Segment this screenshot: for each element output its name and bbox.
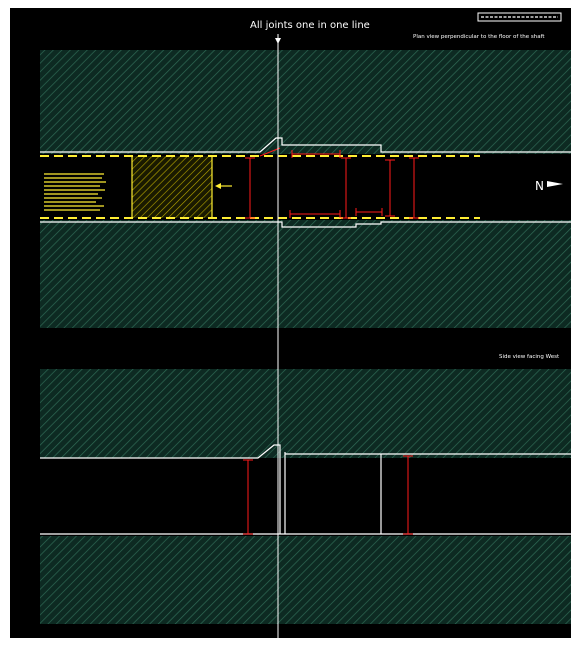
plan-lower-rock [40,220,571,328]
plan-notes [44,173,106,211]
north-arrow-icon: N [535,179,563,193]
title-badge [477,12,562,22]
yellow-arrow-icon [215,183,232,189]
plan-upper-rock [40,50,571,154]
side-view-caption: Side view facing West [499,354,560,360]
cad-drawing: All joints one in one line Plan view per… [40,12,571,638]
alignment-arrow-icon [275,38,281,44]
plan-view-caption: Plan view perpendicular to the floor of … [413,34,545,40]
side-upper-outline-left [40,444,281,534]
side-lower-rock [40,536,571,624]
plan-hatched-insert [132,156,212,218]
side-dimensions [243,455,413,535]
plan-dimensions [245,147,419,219]
side-view [40,369,571,624]
plan-lower-outline [40,221,571,228]
side-shaft-opening [40,458,571,536]
plan-view: N [40,50,571,328]
drawing-title: All joints one in one line [250,20,370,31]
north-label: N [535,179,544,193]
side-upper-rock [40,369,571,458]
plan-upper-outline [40,137,571,153]
drawing-canvas: All joints one in one line Plan view per… [10,8,571,638]
plan-shaft-opening [40,154,571,220]
